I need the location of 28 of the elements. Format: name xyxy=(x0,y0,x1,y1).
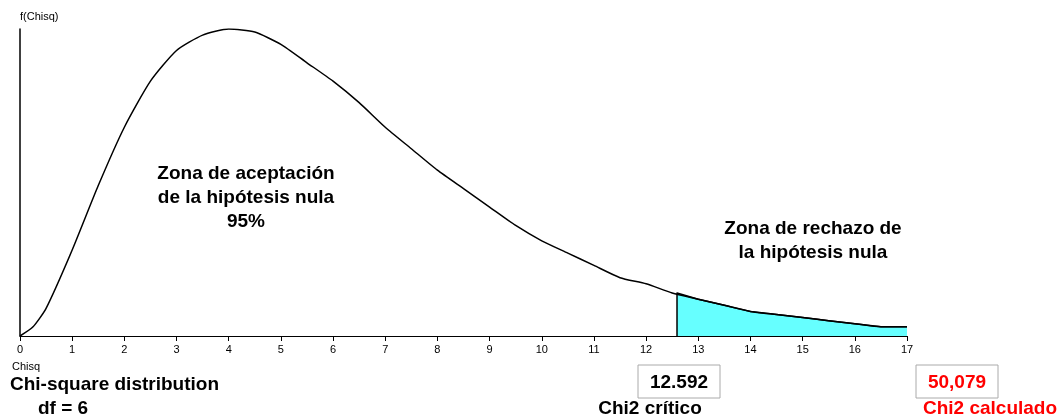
x-tick-label: 1 xyxy=(69,342,76,355)
annotation: Zona de aceptación de la hipótesis nula 95% xyxy=(157,161,335,231)
x-tick-label: 17 xyxy=(900,342,914,355)
x-tick-label: 8 xyxy=(434,342,441,355)
x-tick-label: 2 xyxy=(121,342,128,355)
x-tick-label: 4 xyxy=(225,342,232,355)
x-tick-label: 12 xyxy=(639,342,653,355)
x-tick-label: 7 xyxy=(382,342,389,355)
text: Chi2 crítico xyxy=(598,397,702,418)
x-tick-label: 13 xyxy=(692,342,705,355)
x-tick-label: 5 xyxy=(277,342,284,355)
x-tick-label: 11 xyxy=(588,342,600,355)
x-axis-title: Chisq xyxy=(12,359,41,372)
x-tick-label: 16 xyxy=(848,342,861,355)
annotation: Zona de rechazo de la hipótesis nula xyxy=(724,216,902,262)
text: Chi2 calculado xyxy=(922,397,1058,418)
text: Chi-square distribution xyxy=(10,373,219,394)
text: 50,079 xyxy=(927,371,987,392)
x-tick-label: 0 xyxy=(16,342,24,355)
x-tick-label: 9 xyxy=(486,342,493,355)
x-tick-label: 3 xyxy=(173,342,180,355)
x-tick-label: 14 xyxy=(744,342,757,355)
x-tick-label: 6 xyxy=(330,342,337,355)
text: 12.592 xyxy=(649,371,709,392)
x-tick-label: 15 xyxy=(796,342,809,355)
text: df = 6 xyxy=(38,397,89,418)
x-tick-label: 10 xyxy=(535,342,548,355)
y-axis-title: f(Chisq) xyxy=(20,9,59,22)
